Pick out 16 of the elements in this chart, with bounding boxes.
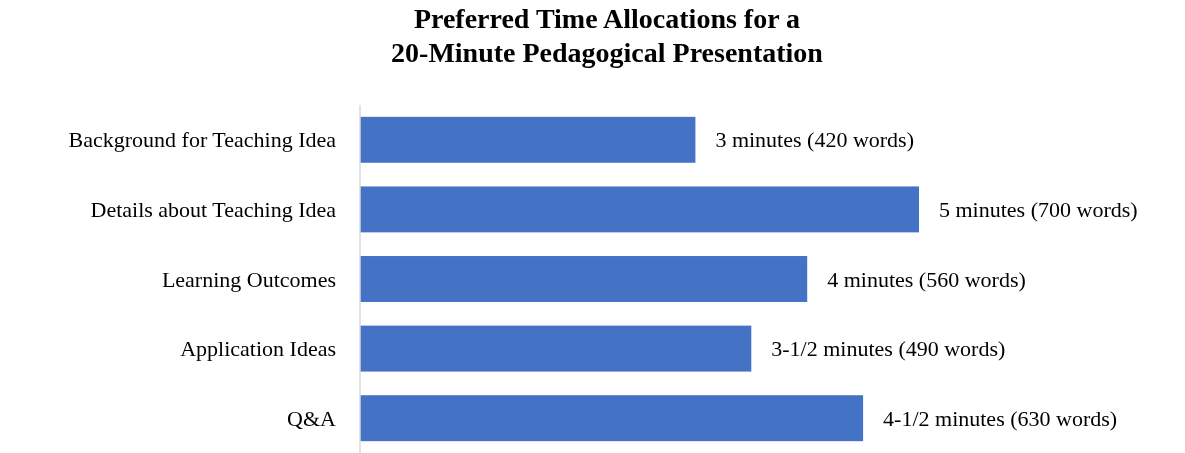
y-tick-label: Background for Teaching Idea	[68, 127, 337, 153]
chart-title: Preferred Time Allocations for a 20-Minute Pedagogical Presentation	[391, 3, 824, 68]
bar	[360, 186, 919, 233]
y-tick-label: Q&A	[287, 405, 337, 431]
bar	[360, 395, 864, 442]
bar	[360, 116, 696, 163]
data-label: 4-1/2 minutes (630 words)	[883, 405, 1118, 431]
data-label: 3-1/2 minutes (490 words)	[771, 336, 1006, 362]
y-tick-label: Application Ideas	[180, 336, 336, 362]
data-label: 5 minutes (700 words)	[939, 196, 1138, 222]
y-tick-label: Learning Outcomes	[161, 266, 336, 292]
bar	[360, 256, 808, 302]
bar	[360, 325, 752, 372]
data-label: 3 minutes (420 words)	[715, 127, 914, 153]
y-tick-label: Details about Teaching Idea	[90, 196, 337, 222]
data-label: 4 minutes (560 words)	[827, 266, 1026, 292]
